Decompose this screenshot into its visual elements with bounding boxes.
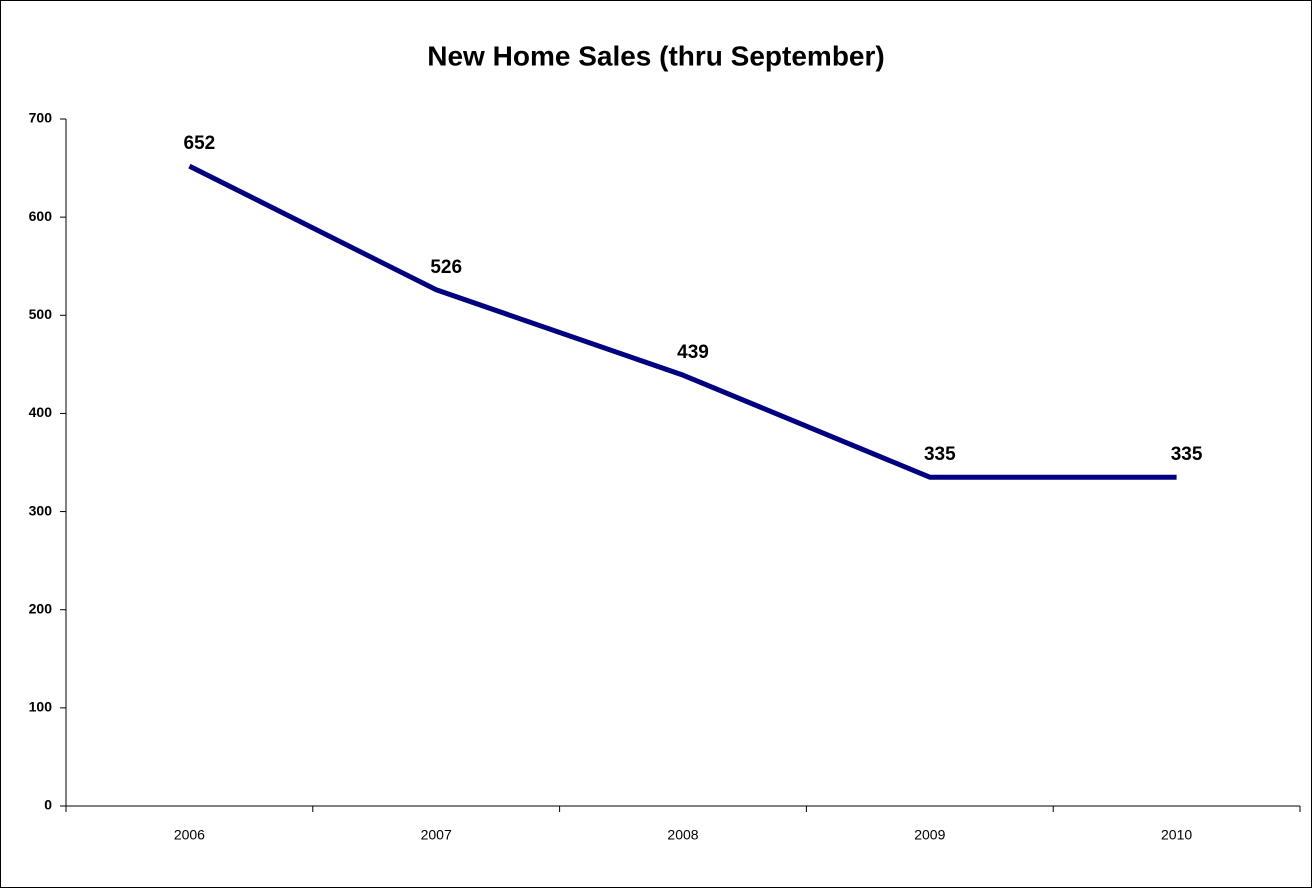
x-tick-label: 2008 [667, 827, 698, 843]
data-label: 335 [924, 444, 956, 465]
x-tick-label: 2006 [174, 827, 205, 843]
y-tick-label: 400 [29, 404, 53, 420]
y-tick-label: 500 [29, 306, 53, 322]
y-tick-label: 200 [29, 600, 53, 616]
y-tick-label: 600 [29, 208, 53, 224]
x-tick-label: 2009 [914, 827, 945, 843]
chart-title: New Home Sales (thru September) [427, 40, 884, 71]
x-tick-label: 2007 [421, 827, 452, 843]
data-label: 335 [1171, 444, 1203, 465]
data-label: 652 [184, 133, 216, 154]
data-label: 526 [430, 257, 462, 278]
data-line [188, 163, 1177, 480]
x-tick-label: 2010 [1161, 827, 1192, 843]
y-tick-label: 700 [29, 110, 53, 126]
y-tick-label: 300 [29, 502, 53, 518]
y-tick-label: 0 [44, 797, 52, 813]
data-label: 439 [677, 342, 709, 363]
y-tick-label: 100 [29, 699, 53, 715]
